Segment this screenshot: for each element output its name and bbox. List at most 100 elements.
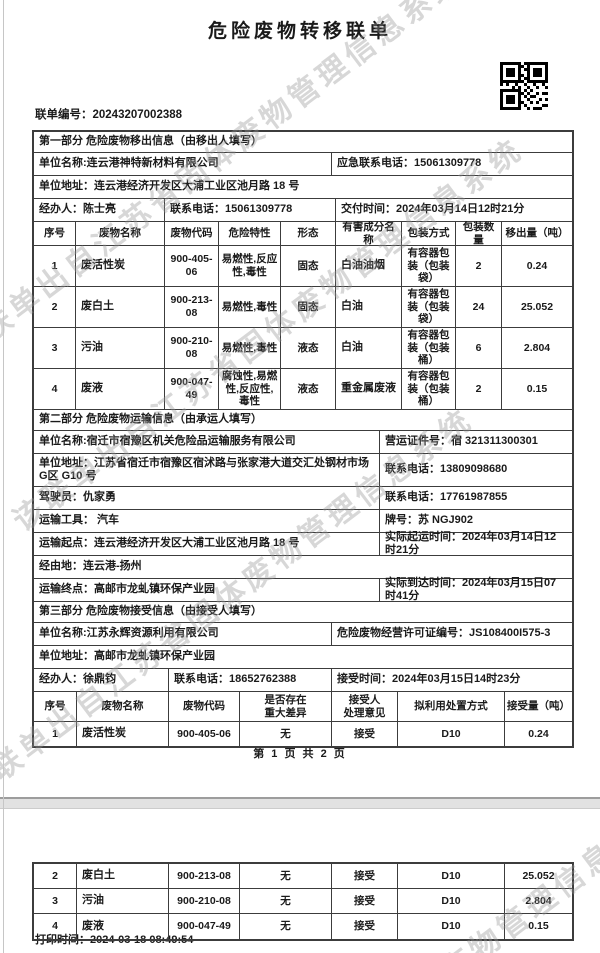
cell-waste-name: 污油: [77, 889, 169, 913]
waste-row: 1 废活性炭 900-405-06 易燃性,反应性,毒性 固态 白油油烟 有容器…: [34, 246, 572, 287]
col-header: 是否存在 重大差异: [240, 692, 332, 721]
page-1: 该联单出自江苏省固体废物管理信息系统 该联单出自江苏省固体废物管理信息系统 该联…: [0, 0, 574, 797]
cell-waste-code: 900-047-49: [165, 369, 219, 409]
cell-component: 重金属废液: [336, 369, 402, 409]
cell-seq: 4: [34, 369, 76, 409]
cell-seq: 3: [34, 889, 77, 913]
depart-time: 实际起运时间：2024年03月14日12时21分: [385, 530, 557, 556]
receive-row: 2 废白土 900-213-08 无 接受 D10 25.052: [34, 864, 572, 889]
cell-amount: 0.24: [526, 259, 548, 272]
section3-header: 第三部分 危险废物接受信息（由接受人填写）: [39, 605, 263, 618]
cell-seq: 2: [34, 287, 76, 327]
transport-vehicle: 运输工具： 汽车: [34, 510, 380, 532]
generator-agent: 经办人：陈士亮: [34, 199, 165, 221]
cell-waste-code: 900-213-08: [165, 287, 219, 327]
page-number: 第 1 页 共 2 页: [253, 748, 347, 760]
receive-row: 3 污油 900-210-08 无 接受 D10 2.804: [34, 889, 572, 914]
col-header: 包装方式: [402, 222, 456, 245]
section1-header: 第一部分 危险废物移出信息（由移出人填写）: [39, 135, 263, 148]
page-2: 该联单出自江苏省固体废物管理信息系统 2 废白土 900-213-08 无 接受…: [0, 809, 600, 953]
cell-amount: 2.804: [523, 341, 551, 354]
cell-amount: 0.15: [528, 920, 549, 933]
cell-amount: 0.24: [528, 727, 549, 740]
document-title: 危险废物转移联单: [207, 21, 392, 42]
receive-table-continued: 2 废白土 900-213-08 无 接受 D10 25.052 3 污油 90…: [32, 862, 574, 941]
receiver-unit-name: 单位名称:江苏永辉资源利用有限公司: [34, 623, 332, 645]
transport-origin: 运输起点：连云港经济开发区大浦工业区池月路 18 号: [34, 533, 380, 555]
waste-row: 4 废液 900-047-49 腐蚀性,易燃性,反应性,毒性 液态 重金属废液 …: [34, 369, 572, 410]
cell-waste-name: 废液: [76, 369, 165, 409]
cell-state: 液态: [281, 369, 336, 409]
waste-row: 2 废白土 900-213-08 易燃性,毒性 固态 白油 有容器包装（包装袋）…: [34, 287, 572, 328]
col-header: 废物代码: [169, 692, 240, 721]
col-header: 接受人 处理意见: [332, 692, 398, 721]
cell-component: 白油: [336, 287, 402, 327]
section2-header: 第二部分 危险废物运输信息（由承运人填写）: [39, 413, 263, 426]
carrier-unit-name: 单位名称:宿迁市宿豫区机关危险品运输服务有限公司: [34, 431, 380, 453]
generator-unit-address: 单位地址：连云港经济开发区大浦工业区池月路 18 号: [39, 180, 300, 193]
receive-row: 4 废液 900-047-49 无 接受 D10 0.15: [34, 914, 572, 939]
cell-hazard: 易燃性,毒性: [219, 287, 281, 327]
cell-state: 固态: [281, 287, 336, 327]
cell-state: 液态: [281, 328, 336, 368]
cell-seq: 1: [34, 246, 76, 286]
transport-destination: 运输终点：高邮市龙虬镇环保产业园: [34, 579, 380, 601]
manifest-number: 联单编号：20243207002388: [35, 109, 183, 121]
cell-waste-code: 900-210-08: [169, 889, 240, 913]
cell-discrepancy: 无: [240, 914, 332, 939]
generator-phone: 联系电话：15061309778: [165, 199, 336, 221]
cell-component: 白油油烟: [336, 246, 402, 286]
cell-waste-code: 900-405-06: [165, 246, 219, 286]
cell-amount: 25.052: [522, 869, 555, 882]
receiver-permit-no: 危险废物经营许可证编号：JS108400I575-3: [337, 627, 551, 640]
cell-waste-code: 900-405-06: [169, 722, 240, 746]
receive-row: 1 废活性炭 900-405-06 无 接受 D10 0.24: [34, 722, 572, 746]
cell-opinion: 接受: [332, 864, 398, 888]
cell-package-qty: 2: [456, 246, 502, 286]
emergency-phone: 应急联系电话：15061309778: [337, 157, 482, 170]
cell-seq: 3: [34, 328, 76, 368]
col-header: 移出量（吨）: [505, 227, 569, 240]
cell-waste-code: 900-210-08: [165, 328, 219, 368]
cell-discrepancy: 无: [240, 864, 332, 888]
col-header: 废物代码: [165, 222, 219, 245]
cell-disposal-method: D10: [398, 722, 505, 746]
col-header: 危险特性: [219, 222, 281, 245]
cell-seq: 1: [34, 722, 77, 746]
cell-package-qty: 6: [456, 328, 502, 368]
carrier-unit-address: 单位地址：江苏省宿迁市宿豫区宿沭路与张家港大道交汇处钢材市场G区 G10 号: [34, 454, 380, 486]
arrive-time: 实际到达时间：2024年03月15日07时41分: [385, 576, 557, 602]
col-header: 有害成分名称: [336, 221, 402, 246]
generator-unit-name: 单位名称:连云港神特新材料有限公司: [34, 153, 332, 175]
receiver-agent: 经办人：徐鼎钧: [34, 669, 169, 691]
cell-waste-name: 废液: [77, 914, 169, 939]
cell-discrepancy: 无: [240, 722, 332, 746]
cell-state: 固态: [281, 246, 336, 286]
col-header: 废物名称: [77, 692, 169, 721]
cell-component: 白油: [336, 328, 402, 368]
cell-waste-code: 900-213-08: [169, 864, 240, 888]
receive-time: 接受时间：2024年03月15日14时23分: [337, 673, 521, 686]
driver-phone: 联系电话：17761987855: [385, 491, 508, 504]
cell-package: 有容器包装（包装桶）: [402, 369, 456, 409]
page-separator: [0, 797, 600, 809]
col-header: 序号: [34, 222, 76, 245]
col-header: 包装数量: [456, 221, 502, 246]
page-edge-line: [3, 0, 4, 953]
cell-disposal-method: D10: [398, 914, 505, 939]
cell-waste-code: 900-047-49: [169, 914, 240, 939]
waste-row: 3 污油 900-210-08 易燃性,毒性 液态 白油 有容器包装（包装桶） …: [34, 328, 572, 369]
cell-hazard: 腐蚀性,易燃性,反应性,毒性: [219, 369, 281, 409]
cell-amount: 2.804: [525, 894, 552, 907]
carrier-phone-1: 联系电话：13809098680: [385, 463, 508, 476]
cell-package: 有容器包装（包装袋）: [402, 246, 456, 286]
cell-waste-name: 废活性炭: [77, 722, 169, 746]
cell-package-qty: 24: [456, 287, 502, 327]
cell-package: 有容器包装（包装袋）: [402, 287, 456, 327]
col-header: 序号: [34, 692, 77, 721]
cell-seq: 4: [34, 914, 77, 939]
receiver-unit-address: 单位地址：高邮市龙虬镇环保产业园: [39, 650, 215, 663]
cell-waste-name: 废白土: [77, 864, 169, 888]
transport-via: 经由地：连云港-扬州: [39, 560, 142, 573]
